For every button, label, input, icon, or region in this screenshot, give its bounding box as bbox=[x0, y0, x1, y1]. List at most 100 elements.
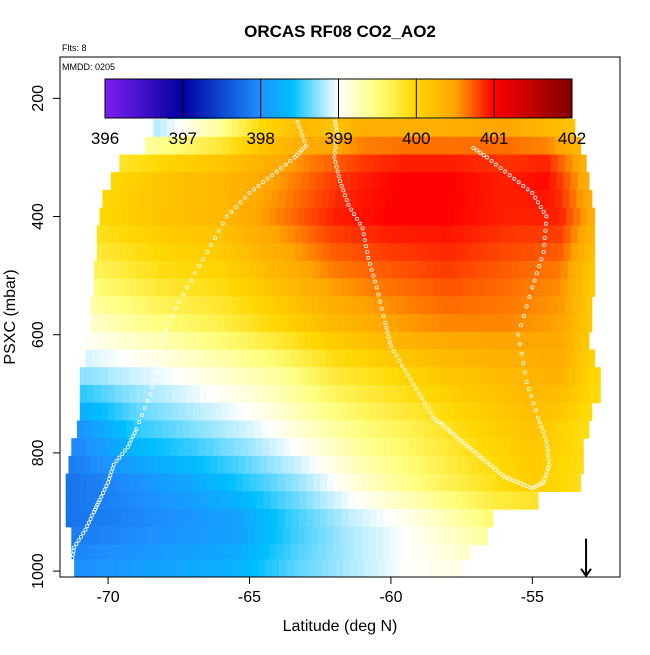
heatmap-cell bbox=[577, 225, 586, 244]
heatmap-cell bbox=[99, 544, 108, 560]
heatmap-cell bbox=[153, 455, 161, 475]
heatmap-cell bbox=[303, 154, 311, 173]
heatmap-cell bbox=[467, 331, 475, 351]
heatmap-cell bbox=[553, 384, 562, 404]
heatmap-cell bbox=[149, 331, 157, 351]
flight-track-point bbox=[367, 261, 372, 266]
heatmap-cell bbox=[431, 331, 440, 351]
heatmap-cell bbox=[369, 491, 378, 510]
heatmap-cell bbox=[419, 509, 427, 528]
heatmap-cell bbox=[378, 136, 386, 156]
flight-track-point bbox=[470, 448, 475, 453]
heatmap-cell bbox=[252, 455, 260, 475]
heatmap-cell bbox=[412, 384, 420, 404]
heatmap-cell bbox=[447, 473, 456, 492]
heatmap-cell bbox=[154, 154, 163, 173]
heatmap-cell bbox=[313, 491, 321, 510]
heatmap-cell bbox=[317, 296, 326, 315]
heatmap-cell bbox=[126, 314, 135, 333]
heatmap-cell bbox=[149, 438, 157, 457]
heatmap-cell bbox=[581, 402, 590, 422]
heatmap-cell bbox=[327, 260, 335, 280]
flight-track-point bbox=[181, 292, 186, 297]
heatmap-cell bbox=[577, 455, 584, 475]
heatmap-cell bbox=[75, 455, 84, 475]
heatmap-cell bbox=[202, 243, 211, 262]
heatmap-cell bbox=[180, 559, 188, 577]
flight-track-point bbox=[335, 131, 340, 136]
heatmap-cell bbox=[184, 526, 193, 546]
flight-track-point bbox=[362, 238, 367, 243]
heatmap-cell bbox=[221, 260, 229, 280]
heatmap-cell bbox=[468, 367, 477, 386]
heatmap-cell bbox=[313, 367, 321, 386]
heatmap-cell bbox=[269, 526, 277, 546]
heatmap-cell bbox=[495, 331, 504, 351]
heatmap-cell bbox=[298, 491, 307, 510]
heatmap-cell bbox=[348, 491, 357, 510]
heatmap-cell bbox=[419, 491, 427, 510]
heatmap-cell bbox=[267, 154, 276, 173]
heatmap-cell bbox=[117, 455, 126, 475]
heatmap-cell bbox=[472, 420, 481, 439]
heatmap-cell bbox=[521, 172, 529, 191]
heatmap-cell bbox=[417, 544, 426, 560]
heatmap-cell bbox=[550, 420, 559, 439]
heatmap-cell bbox=[177, 544, 186, 560]
heatmap-cell bbox=[513, 119, 522, 138]
heatmap-cell bbox=[314, 559, 323, 577]
heatmap-cell bbox=[216, 172, 225, 191]
flight-track-point bbox=[482, 457, 487, 462]
heatmap-cell bbox=[508, 314, 516, 333]
heatmap-cell bbox=[588, 402, 593, 422]
heatmap-cell bbox=[115, 367, 123, 386]
heatmap-cell bbox=[426, 260, 434, 280]
heatmap-cell bbox=[521, 243, 529, 262]
heatmap-cell bbox=[269, 438, 277, 457]
heatmap-cell bbox=[181, 243, 190, 262]
heatmap-cell bbox=[177, 526, 186, 546]
heatmap-cell bbox=[287, 172, 296, 191]
heatmap-cell bbox=[434, 559, 443, 577]
heatmap-cell bbox=[461, 491, 470, 510]
heatmap-cell bbox=[129, 384, 137, 404]
heatmap-cell bbox=[535, 243, 543, 262]
heatmap-cell bbox=[134, 526, 143, 546]
heatmap-cell bbox=[515, 296, 524, 315]
heatmap-cell bbox=[444, 420, 453, 439]
heatmap-cell bbox=[376, 491, 385, 510]
heatmap-cell bbox=[200, 509, 208, 528]
heatmap-cell bbox=[143, 384, 152, 404]
heatmap-cell bbox=[386, 243, 395, 262]
heatmap-cell bbox=[108, 367, 116, 386]
heatmap-cell bbox=[454, 473, 463, 492]
heatmap-cell bbox=[136, 491, 145, 510]
heatmap-cell bbox=[170, 349, 178, 368]
heatmap-cell bbox=[96, 243, 105, 262]
heatmap-cell bbox=[407, 243, 416, 262]
flight-track-point bbox=[335, 169, 340, 174]
flight-track-point bbox=[107, 476, 112, 481]
flight-track-point bbox=[414, 387, 419, 392]
heatmap-cell bbox=[284, 384, 293, 404]
heatmap-cell bbox=[198, 207, 207, 227]
heatmap-cell bbox=[547, 189, 556, 209]
heatmap-cell bbox=[399, 559, 408, 577]
heatmap-cell bbox=[373, 296, 382, 315]
flight-track-point bbox=[155, 363, 160, 368]
heatmap-cell bbox=[178, 367, 187, 386]
heatmap-cell bbox=[472, 314, 481, 333]
heatmap-cell bbox=[556, 225, 565, 244]
heatmap-cell bbox=[136, 402, 145, 422]
heatmap-cell bbox=[136, 278, 145, 297]
heatmap-cell bbox=[447, 491, 456, 510]
heatmap-cell bbox=[417, 438, 426, 457]
heatmap-cell bbox=[332, 438, 341, 457]
heatmap-cell bbox=[290, 544, 299, 560]
heatmap-cell bbox=[115, 491, 123, 510]
heatmap-cell bbox=[451, 296, 460, 315]
flight-track-point bbox=[242, 195, 247, 200]
heatmap-cell bbox=[123, 189, 132, 209]
heatmap-cell bbox=[450, 119, 458, 138]
flight-track-point bbox=[516, 180, 521, 185]
